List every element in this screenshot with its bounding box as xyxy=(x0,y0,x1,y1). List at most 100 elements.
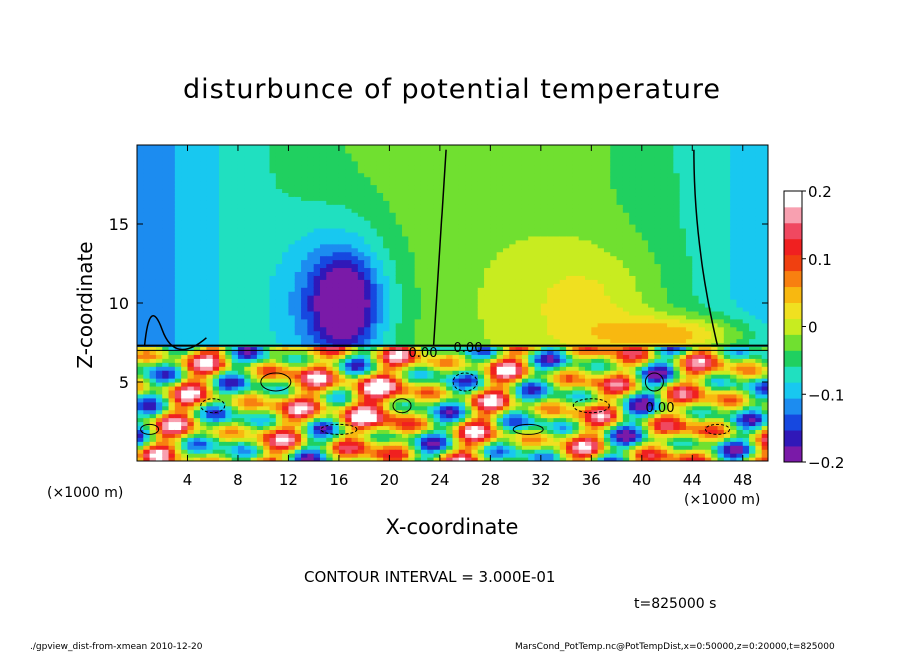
heatmap-cell xyxy=(376,251,384,257)
heatmap-cell xyxy=(301,287,308,292)
heatmap-cell xyxy=(206,200,214,205)
heatmap-cell xyxy=(282,453,290,458)
heatmap-cell xyxy=(364,152,372,158)
heatmap-cell xyxy=(256,413,264,419)
heatmap-cell xyxy=(490,235,498,241)
heatmap-cell xyxy=(420,200,428,205)
heatmap-cell xyxy=(193,362,201,367)
heatmap-cell xyxy=(313,334,321,340)
heatmap-cell xyxy=(351,322,359,328)
heatmap-cell xyxy=(212,263,220,269)
heatmap-cell xyxy=(212,172,220,178)
heatmap-cell xyxy=(370,271,378,276)
heatmap-cell xyxy=(521,172,529,178)
heatmap-cell xyxy=(376,397,384,403)
heatmap-cell xyxy=(137,405,144,411)
heatmap-cell xyxy=(212,271,220,276)
heatmap-cell xyxy=(275,449,283,454)
heatmap-cell xyxy=(509,445,517,450)
heatmap-cell xyxy=(301,457,308,461)
heatmap-cell xyxy=(200,204,208,209)
heatmap-cell xyxy=(484,251,491,257)
heatmap-cell xyxy=(219,354,226,359)
heatmap-cell xyxy=(433,385,441,391)
heatmap-cell xyxy=(471,306,479,312)
heatmap-cell xyxy=(515,346,523,351)
heatmap-cell xyxy=(275,251,283,257)
heatmap-cell xyxy=(275,180,283,186)
heatmap-cell xyxy=(389,247,397,253)
heatmap-cell xyxy=(231,437,239,442)
heatmap-cell xyxy=(193,393,201,399)
heatmap-cell xyxy=(420,271,428,276)
heatmap-cell xyxy=(200,401,208,407)
heatmap-cell xyxy=(433,200,441,205)
heatmap-cell xyxy=(515,231,523,237)
heatmap-cell xyxy=(168,243,176,249)
heatmap-cell xyxy=(509,449,517,454)
heatmap-cell xyxy=(244,330,252,336)
heatmap-cell xyxy=(193,243,201,249)
heatmap-cell xyxy=(490,303,498,308)
heatmap-cell xyxy=(383,259,390,265)
heatmap-cell xyxy=(490,385,498,391)
heatmap-cell xyxy=(427,303,435,308)
heatmap-cell xyxy=(477,437,485,442)
heatmap-cell xyxy=(383,247,390,253)
heatmap-cell xyxy=(319,417,327,423)
heatmap-cell xyxy=(427,382,435,387)
heatmap-cell xyxy=(345,378,353,383)
heatmap-cell xyxy=(351,389,359,395)
heatmap-cell xyxy=(162,350,170,355)
heatmap-cell xyxy=(484,287,491,292)
heatmap-cell xyxy=(332,397,340,403)
heatmap-cell xyxy=(376,441,384,446)
heatmap-cell xyxy=(282,310,290,316)
heatmap-cell xyxy=(149,358,157,363)
heatmap-cell xyxy=(219,235,226,241)
heatmap-cell xyxy=(351,385,359,391)
heatmap-cell xyxy=(225,243,233,249)
heatmap-cell xyxy=(383,393,390,399)
heatmap-cell xyxy=(231,358,239,363)
heatmap-cell xyxy=(332,145,340,150)
heatmap-cell xyxy=(345,192,353,197)
heatmap-cell xyxy=(263,366,271,371)
heatmap-cell xyxy=(351,401,359,407)
heatmap-cell xyxy=(137,366,144,371)
heatmap-cell xyxy=(162,318,170,324)
heatmap-cell xyxy=(389,318,397,324)
heatmap-cell xyxy=(376,267,384,272)
heatmap-cell xyxy=(313,433,321,438)
heatmap-cell xyxy=(351,405,359,411)
heatmap-cell xyxy=(319,322,327,328)
heatmap-cell xyxy=(515,271,523,276)
heatmap-cell xyxy=(452,164,460,170)
heatmap-cell xyxy=(414,279,422,284)
heatmap-cell xyxy=(244,156,252,162)
heatmap-cell xyxy=(143,251,151,257)
heatmap-cell xyxy=(137,259,144,265)
heatmap-cell xyxy=(389,279,397,284)
heatmap-cell xyxy=(263,326,271,332)
heatmap-cell xyxy=(465,184,473,190)
heatmap-cell xyxy=(256,306,264,312)
heatmap-cell xyxy=(521,338,529,344)
heatmap-cell xyxy=(402,184,409,190)
heatmap-cell xyxy=(471,283,479,288)
heatmap-cell xyxy=(193,216,201,221)
heatmap-cell xyxy=(206,267,214,272)
heatmap-cell xyxy=(484,417,491,423)
heatmap-cell xyxy=(389,326,397,332)
heatmap-cell xyxy=(301,310,308,316)
heatmap-cell xyxy=(326,417,334,423)
heatmap-cell xyxy=(484,220,491,225)
heatmap-cell xyxy=(269,156,277,162)
heatmap-cell xyxy=(225,382,233,387)
heatmap-cell xyxy=(395,188,403,193)
heatmap-cell xyxy=(149,445,157,450)
heatmap-cell xyxy=(294,413,302,419)
heatmap-cell xyxy=(452,401,460,407)
heatmap-cell xyxy=(319,168,327,174)
heatmap-cell xyxy=(275,425,283,430)
